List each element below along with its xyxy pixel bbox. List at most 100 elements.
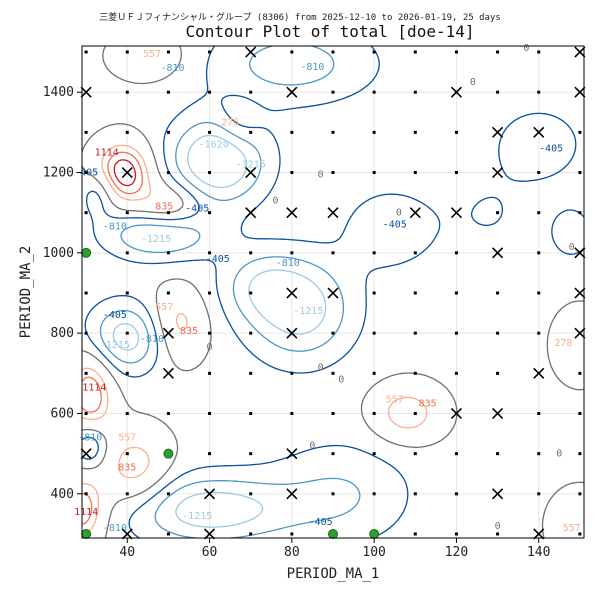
contour-level--1215 [112, 134, 327, 528]
sample-point-dot [413, 291, 417, 295]
contour-label: 557 [563, 523, 581, 534]
sample-point-dot [290, 371, 294, 375]
contour-label: 557 [386, 394, 404, 405]
y-axis-label: PERIOD_MA_2 [18, 246, 34, 339]
sample-point-dot [208, 371, 212, 375]
sample-point-dot [578, 411, 582, 415]
sample-point-dot [372, 251, 376, 255]
sample-point-dot [125, 411, 129, 415]
sample-point-x [533, 367, 545, 379]
sample-point-dot [454, 492, 458, 496]
sample-point-dot [413, 130, 417, 134]
sample-point-best [81, 528, 92, 539]
sample-point-x [121, 166, 133, 179]
sample-point-dot [454, 130, 458, 134]
sample-point-dot [372, 90, 376, 94]
sample-point-dot [496, 532, 500, 536]
sample-point-dot [249, 251, 253, 255]
sample-point-dot [413, 371, 417, 375]
sample-point-dot [208, 291, 212, 295]
contour-label: 0 [272, 196, 278, 207]
sample-point-dot [454, 251, 458, 255]
sample-point-x [121, 528, 133, 540]
contour-label: -810 [276, 258, 300, 269]
sample-point-dot [249, 130, 253, 134]
sample-point-x [245, 207, 257, 219]
sample-point-dot [208, 452, 212, 456]
sample-point-dot [454, 452, 458, 456]
sample-point-x [574, 327, 586, 339]
sample-point-dot [249, 371, 253, 375]
sample-point-dot [249, 492, 253, 496]
sample-point-dot [413, 331, 417, 335]
sample-point-dot [331, 452, 335, 456]
sample-point-x [492, 407, 504, 420]
x-tick-label: 100 [362, 545, 385, 560]
sample-point-x [574, 247, 586, 259]
contour-label: -810 [78, 433, 102, 444]
sample-point-dot [166, 532, 170, 536]
sample-point-dot [290, 171, 294, 175]
contour-label: 0 [318, 170, 324, 181]
sample-point-x [286, 207, 298, 219]
x-tick-label: 120 [445, 545, 468, 560]
sample-point-dot [413, 171, 417, 175]
sample-point-x [492, 126, 504, 138]
sample-point-x [80, 86, 92, 98]
sample-point-x [286, 287, 298, 299]
sample-point-dot [496, 331, 500, 335]
sample-point-dot [331, 331, 335, 335]
contour-label: 557 [118, 433, 136, 444]
sample-point-dot [84, 411, 88, 415]
contour-label: 835 [155, 202, 173, 213]
sample-point-x [286, 488, 298, 500]
contour-label: 0 [523, 43, 529, 54]
sample-point-dot [372, 492, 376, 496]
sample-point-dot [331, 411, 335, 415]
contour-label: 835 [118, 463, 136, 474]
sample-points [80, 46, 586, 540]
sample-point-best [81, 247, 92, 258]
sample-point-dot [125, 452, 129, 456]
contour-label: -405 [309, 517, 333, 528]
sample-point-dot [537, 411, 541, 415]
sample-point-dot [454, 291, 458, 295]
contour-label: 0 [207, 342, 213, 353]
y-tick-label: 1200 [43, 166, 74, 181]
sample-point-x [203, 488, 216, 500]
sample-point-x [162, 327, 174, 339]
sample-point-dot [249, 452, 253, 456]
contour-label: 278 [554, 338, 572, 349]
sample-point-x [450, 407, 463, 420]
sample-point-x [492, 488, 504, 500]
contour-label: -1215 [182, 511, 212, 522]
sample-point-x [327, 287, 339, 299]
sample-point-dot [331, 90, 335, 94]
sample-point-dot [578, 171, 582, 175]
sample-point-dot [331, 50, 335, 54]
sample-point-dot [249, 90, 253, 94]
sample-point-dot [454, 171, 458, 175]
sample-point-dot [84, 130, 88, 134]
contour-label: 0 [470, 77, 476, 88]
sample-point-dot [331, 371, 335, 375]
sample-point-x [286, 327, 298, 339]
contour-label: -405 [383, 220, 407, 231]
contour-label: 557 [155, 302, 173, 313]
x-tick-label: 140 [527, 545, 550, 560]
chart-title: Contour Plot of total [doe-14] [186, 22, 475, 41]
sample-point-dot [372, 452, 376, 456]
sample-point-dot [578, 492, 582, 496]
sample-point-dot [249, 291, 253, 295]
y-axis-ticks: 400 600 800 1000 1200 1400 [43, 85, 82, 502]
sample-point-dot [125, 251, 129, 255]
sample-point-dot [496, 452, 500, 456]
sample-point-dot [331, 130, 335, 134]
sample-point-dot [578, 211, 582, 215]
sample-point-dot [208, 211, 212, 215]
sample-point-dot [208, 251, 212, 255]
sample-point-dot [496, 50, 500, 54]
sample-point-dot [84, 50, 88, 54]
sample-point-dot [537, 492, 541, 496]
sample-point-x [574, 287, 586, 299]
